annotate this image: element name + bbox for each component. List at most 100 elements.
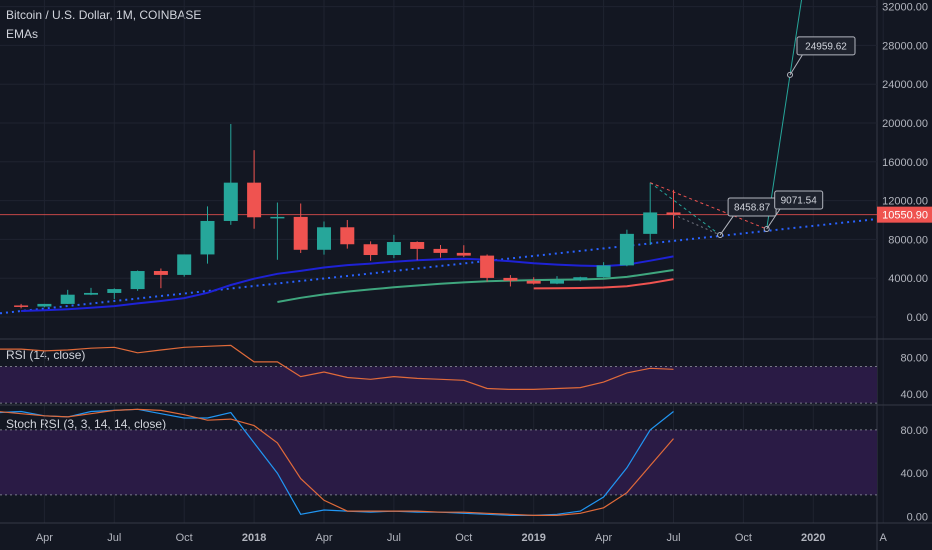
stoch-rsi-axis-tick-label[interactable]: 0.00 xyxy=(907,512,928,524)
ema-slow-line[interactable] xyxy=(533,278,674,290)
stoch-rsi-k-line[interactable] xyxy=(0,408,674,517)
main-price-pane[interactable]: 8458.87 9071.54 24959.62 xyxy=(0,0,878,315)
candle-up[interactable] xyxy=(386,234,401,259)
callout-label[interactable]: 24959.62 xyxy=(805,41,847,52)
candle-up[interactable] xyxy=(643,182,658,246)
price-axis[interactable]: 0.00 4000.00 8000.00 12000.00 16000.00 20000.… xyxy=(877,2,932,524)
rsi-pane-title[interactable]: RSI (14, close) xyxy=(6,348,86,362)
time-axis-tick-label[interactable]: 2019 xyxy=(521,532,545,544)
candle-up[interactable] xyxy=(130,270,145,291)
candle-body[interactable] xyxy=(14,305,29,307)
time-axis[interactable]: Apr Jul Oct 2018 Apr Jul Oct 2019 Apr Jul Oct 2020 A xyxy=(36,532,888,544)
candle-down[interactable] xyxy=(340,220,355,249)
candle-down[interactable] xyxy=(526,277,541,285)
candle-up[interactable] xyxy=(573,276,588,282)
candle-body[interactable] xyxy=(177,254,192,275)
projection-path[interactable] xyxy=(650,182,767,230)
time-axis-tick-label[interactable]: 2018 xyxy=(242,532,266,544)
candle-body[interactable] xyxy=(410,242,425,249)
candle-body[interactable] xyxy=(153,271,168,275)
candle-up[interactable] xyxy=(596,262,611,278)
candle-body[interactable] xyxy=(130,271,145,290)
time-axis-tick-label[interactable]: Oct xyxy=(455,532,472,544)
candle-body[interactable] xyxy=(550,279,564,284)
candle-up[interactable] xyxy=(37,303,52,308)
candle-body[interactable] xyxy=(200,220,215,255)
candle-down[interactable] xyxy=(153,268,168,289)
candle-body[interactable] xyxy=(456,252,471,256)
stoch-rsi-axis-tick-label[interactable]: 40.00 xyxy=(900,468,928,480)
rsi-axis-tick-label[interactable]: 80.00 xyxy=(900,352,928,364)
stoch-rsi-d-line[interactable] xyxy=(0,408,674,517)
candle-body[interactable] xyxy=(503,277,518,281)
candle-body[interactable] xyxy=(37,303,52,307)
candle-down[interactable] xyxy=(363,241,378,261)
price-axis-tick-label[interactable]: 12000.00 xyxy=(882,196,928,208)
time-axis-tick-label[interactable]: Apr xyxy=(595,532,612,544)
trend-line-dotted[interactable] xyxy=(0,218,878,315)
callout-box[interactable] xyxy=(796,36,856,56)
last-price-label[interactable]: 10550.90 xyxy=(882,210,928,222)
candle-body[interactable] xyxy=(643,212,658,234)
candle-body[interactable] xyxy=(340,227,355,245)
candle-body[interactable] xyxy=(526,280,541,284)
candle-body[interactable] xyxy=(293,216,308,250)
price-axis-tick-label[interactable]: 28000.00 xyxy=(882,40,928,52)
time-axis-tick-label[interactable]: Oct xyxy=(735,532,752,544)
projection-path[interactable] xyxy=(649,182,721,236)
price-axis-tick-label[interactable]: 4000.00 xyxy=(888,273,928,285)
time-axis-tick-label[interactable]: A xyxy=(880,532,888,544)
candle-body[interactable] xyxy=(84,292,98,295)
projection-path[interactable] xyxy=(673,214,721,236)
candle-body[interactable] xyxy=(596,265,611,278)
rsi-axis-tick-label[interactable]: 40.00 xyxy=(900,389,928,401)
candle-down[interactable] xyxy=(247,150,262,229)
candle-up[interactable] xyxy=(619,229,634,267)
candle-body[interactable] xyxy=(223,182,238,221)
time-axis-tick-label[interactable]: Jul xyxy=(107,532,121,544)
price-axis-tick-label[interactable]: 16000.00 xyxy=(882,157,928,169)
candle-down[interactable] xyxy=(480,254,495,282)
candle-up[interactable] xyxy=(550,276,564,285)
candle-body[interactable] xyxy=(317,227,331,250)
time-axis-tick-label[interactable]: Jul xyxy=(387,532,401,544)
candle-up[interactable] xyxy=(84,287,98,296)
candle-body[interactable] xyxy=(247,182,262,218)
candle-up[interactable] xyxy=(177,254,192,277)
candle-down[interactable] xyxy=(293,203,308,253)
candle-up[interactable] xyxy=(200,206,215,264)
candle-body[interactable] xyxy=(270,216,285,219)
candle-down[interactable] xyxy=(433,245,448,258)
candle-down[interactable] xyxy=(503,275,518,287)
candle-up[interactable] xyxy=(107,288,122,300)
last-price-badge[interactable] xyxy=(877,206,932,223)
callout-label[interactable]: 8458.87 xyxy=(734,202,771,213)
candle-body[interactable] xyxy=(363,244,378,256)
candle-body[interactable] xyxy=(619,233,634,266)
candle-up[interactable] xyxy=(223,123,238,225)
price-axis-tick-label[interactable]: 8000.00 xyxy=(888,234,928,246)
stoch-rsi-axis-tick-label[interactable]: 80.00 xyxy=(900,425,928,437)
callout-box[interactable] xyxy=(774,190,824,210)
stoch-rsi-pane-title[interactable]: Stoch RSI (3, 3, 14, 14, close) xyxy=(6,417,167,431)
candle-down[interactable] xyxy=(666,189,681,229)
rsi-line[interactable] xyxy=(0,344,674,390)
candle-up[interactable] xyxy=(317,221,331,255)
time-axis-tick-label[interactable]: 2020 xyxy=(801,532,825,544)
time-axis-tick-label[interactable]: Jul xyxy=(666,532,680,544)
time-axis-tick-label[interactable]: Apr xyxy=(315,532,332,544)
candle-down[interactable] xyxy=(14,303,29,309)
candle-body[interactable] xyxy=(107,289,122,293)
candle-up[interactable] xyxy=(270,202,285,260)
time-axis-tick-label[interactable]: Oct xyxy=(176,532,193,544)
candle-body[interactable] xyxy=(386,242,401,256)
symbol-title[interactable]: Bitcoin / U.S. Dollar, 1M, COINBASE xyxy=(6,8,202,22)
rsi-pane[interactable] xyxy=(0,344,674,390)
price-axis-tick-label[interactable]: 24000.00 xyxy=(882,79,928,91)
candle-up[interactable] xyxy=(60,289,75,305)
callout-label[interactable]: 9071.54 xyxy=(781,196,818,207)
time-axis-tick-label[interactable]: Apr xyxy=(36,532,53,544)
stoch-rsi-pane[interactable] xyxy=(0,408,674,517)
candle-body[interactable] xyxy=(433,248,448,253)
